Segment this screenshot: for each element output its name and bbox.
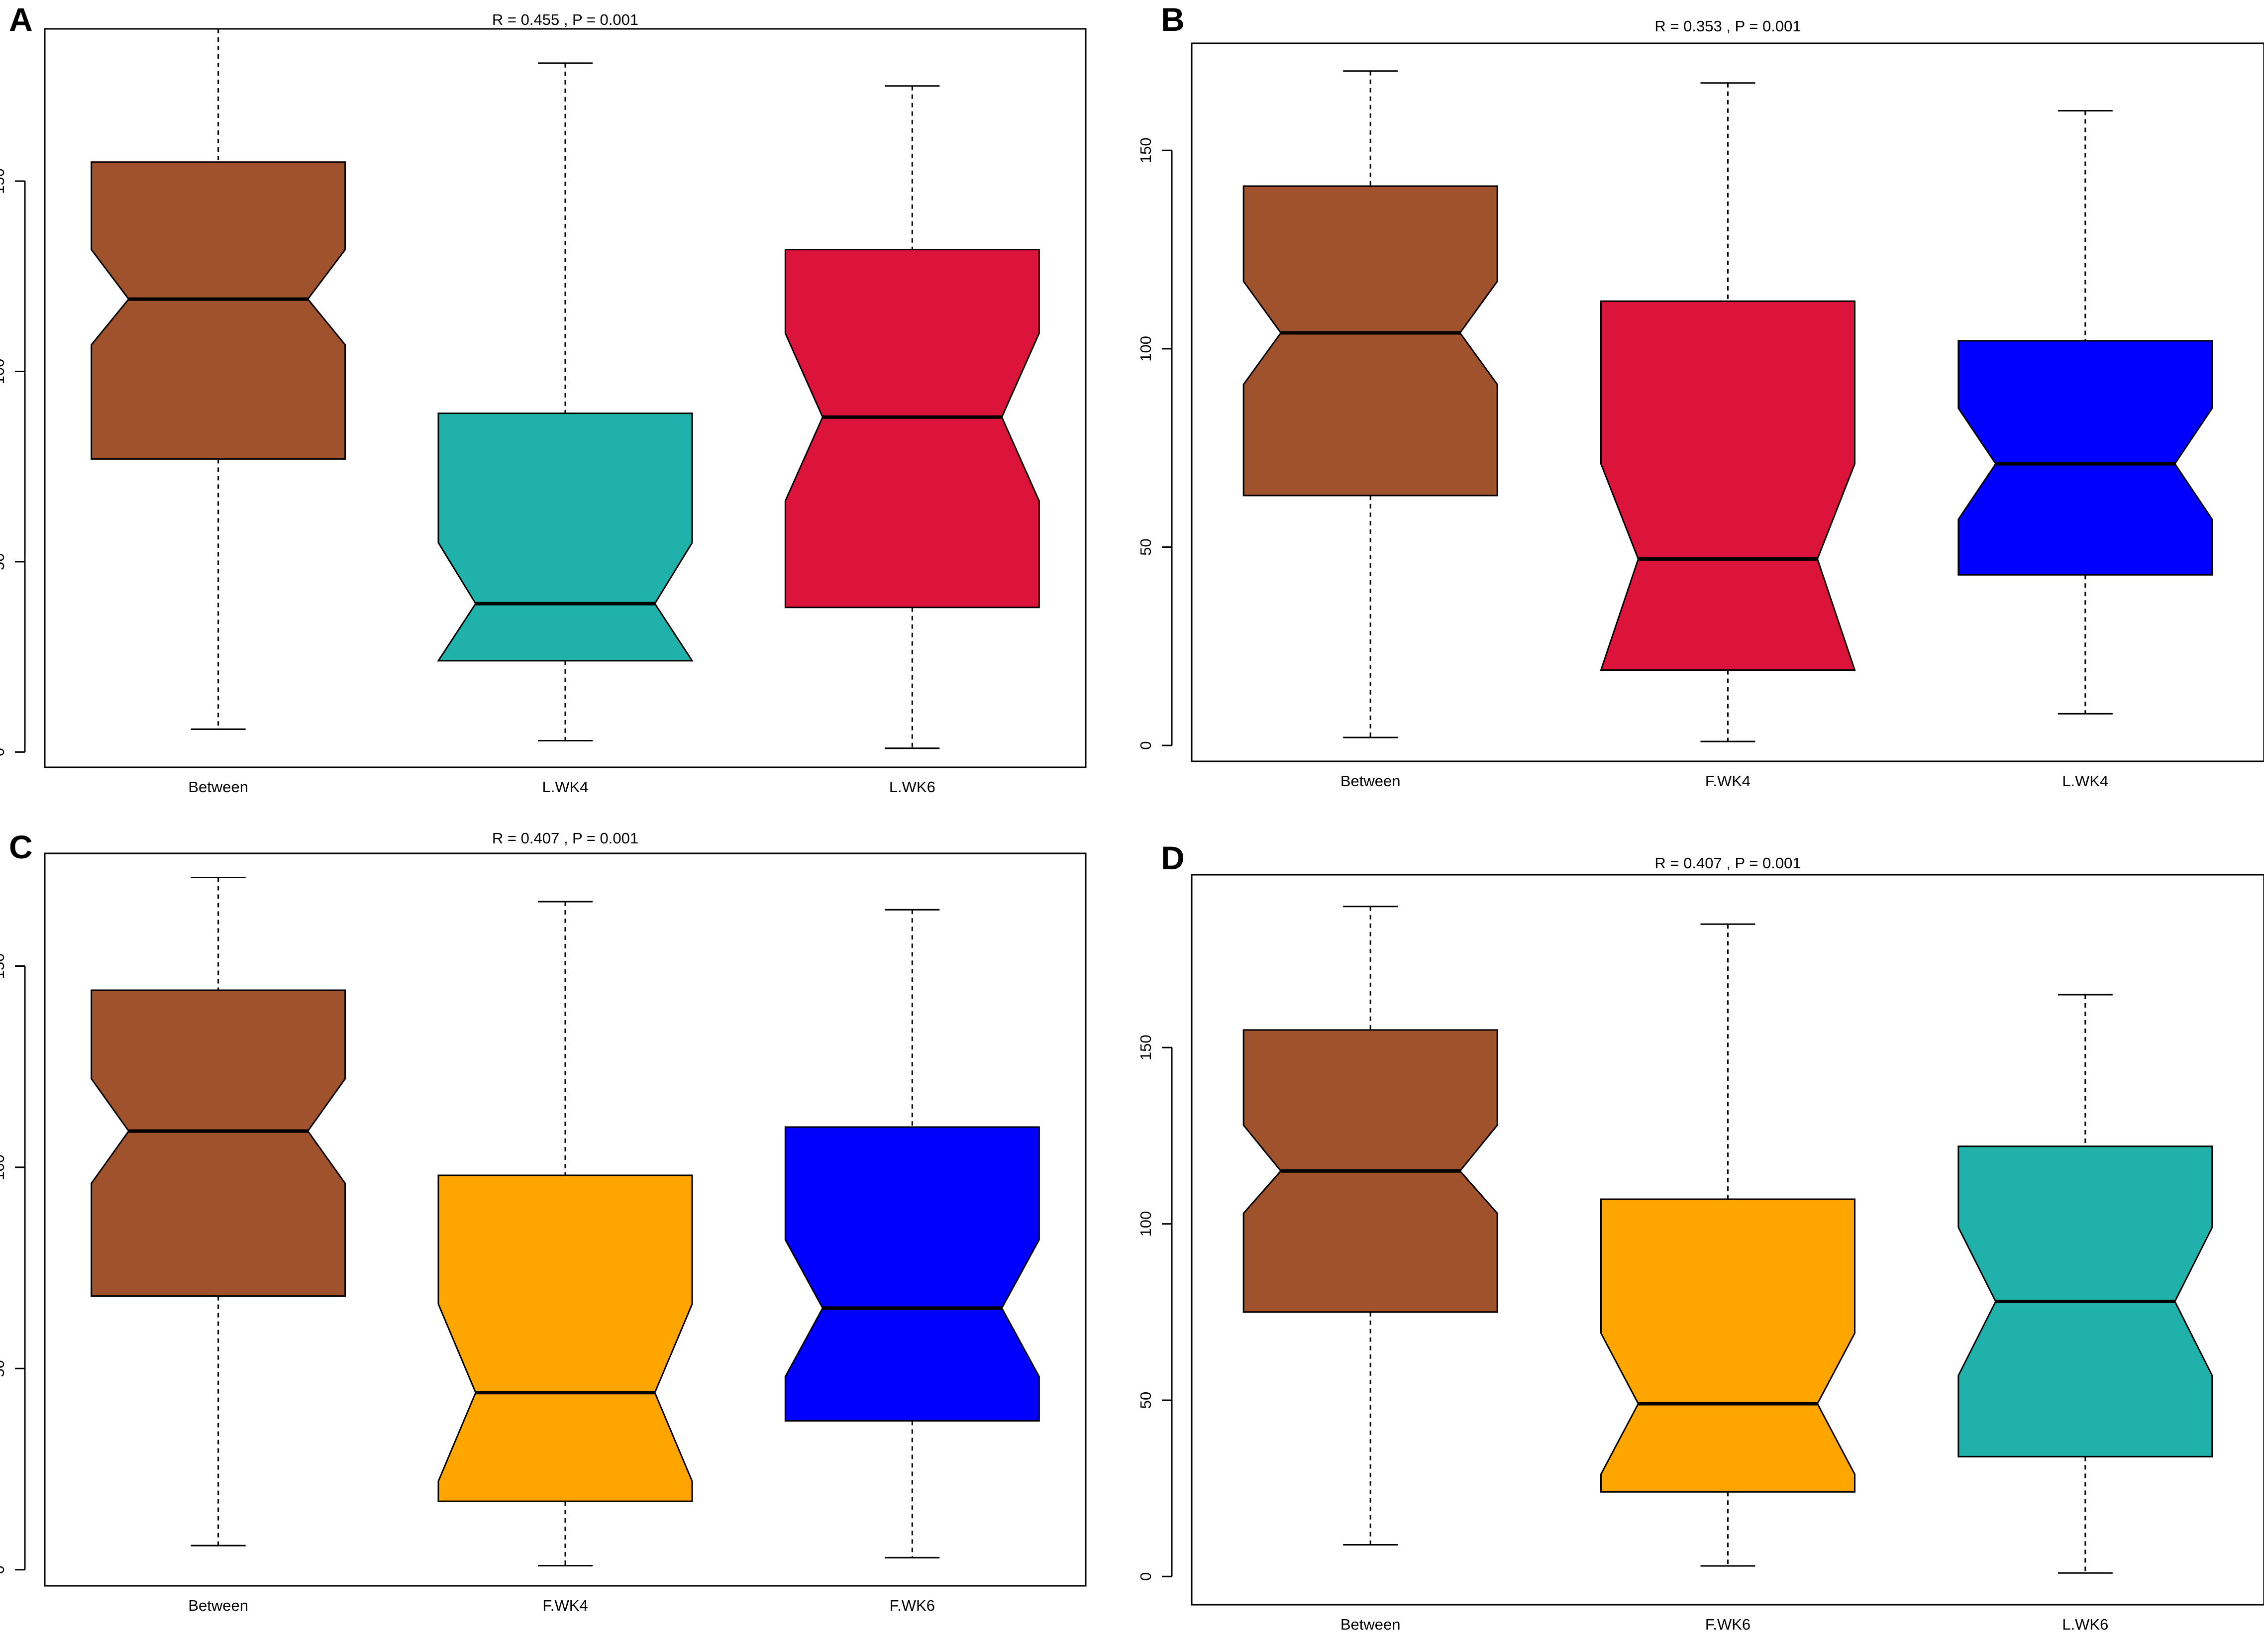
- plot-frame: [44, 28, 1087, 768]
- y-tick-label: 100: [1137, 1211, 1154, 1237]
- box-f-wk6: F.WK6: [784, 909, 1040, 1614]
- x-category-label: F.WK6: [890, 1597, 935, 1614]
- box-body: [437, 1174, 693, 1502]
- box-body: [1242, 185, 1498, 497]
- box-l-wk4: L.WK4: [1957, 110, 2213, 790]
- y-tick-label: 150: [1137, 1034, 1154, 1060]
- x-category-label: Between: [188, 1597, 248, 1614]
- box-f-wk6: F.WK6: [1600, 923, 1855, 1633]
- panel-label: B: [1161, 1, 1185, 38]
- x-category-label: F.WK4: [1705, 772, 1750, 790]
- y-tick-label: 100: [0, 359, 7, 385]
- y-tick-label: 0: [1137, 1572, 1154, 1581]
- box-f-wk4: F.WK4: [1600, 82, 1856, 790]
- x-category-label: Between: [1340, 1616, 1401, 1633]
- box-body: [1600, 1198, 1855, 1493]
- y-tick-label: 50: [0, 553, 7, 570]
- box-between: Between: [91, 877, 346, 1614]
- x-category-label: F.WK6: [1705, 1616, 1750, 1633]
- panel-label: C: [9, 828, 33, 865]
- y-tick-label: 100: [1137, 336, 1154, 362]
- y-tick-label: 50: [1137, 538, 1154, 555]
- plot-frame: [1191, 42, 2264, 762]
- panel-b: B R = 0.353 , P = 0.001 0 50 100 150 Between F.…: [1137, 1, 2264, 790]
- y-tick-label: 0: [1137, 741, 1154, 749]
- box-between: Between: [1242, 906, 1498, 1633]
- panel-a: A R = 0.455 , P = 0.001 0 50 100 150 Between L.…: [0, 1, 1087, 796]
- box-body: [1957, 340, 2213, 576]
- y-tick-label: 150: [0, 953, 7, 979]
- y-tick-label: 50: [1137, 1392, 1154, 1409]
- box-between: Between: [1242, 70, 1498, 790]
- panel-d: D R = 0.407 , P = 0.001 0 50 100 150 Between F.…: [1137, 839, 2264, 1633]
- x-category-label: F.WK4: [542, 1597, 588, 1614]
- x-category-label: Between: [188, 778, 248, 796]
- box-body: [437, 413, 694, 662]
- y-tick-label: 0: [0, 748, 7, 756]
- panel-c: C R = 0.407 , P = 0.001 0 50 100 150 Between F.…: [0, 828, 1087, 1614]
- x-category-label: L.WK4: [2062, 772, 2108, 790]
- y-tick-label: 150: [1137, 137, 1154, 163]
- y-tick-label: 0: [0, 1565, 7, 1574]
- y-tick-label: 100: [0, 1154, 7, 1180]
- box-body: [91, 989, 346, 1297]
- box-l-wk6: L.WK6: [1957, 994, 2213, 1633]
- stat-annotation: R = 0.455 , P = 0.001: [492, 11, 638, 28]
- box-body: [784, 1126, 1040, 1422]
- box-body: [91, 161, 346, 460]
- box-l-wk6: L.WK6: [784, 85, 1040, 796]
- stat-annotation: R = 0.407 , P = 0.001: [492, 829, 638, 847]
- box-l-wk4: L.WK4: [437, 62, 694, 796]
- box-body: [784, 249, 1040, 609]
- y-tick-label: 150: [0, 168, 7, 194]
- x-category-label: Between: [1340, 772, 1401, 790]
- x-category-label: L.WK6: [889, 778, 935, 796]
- box-f-wk4: F.WK4: [437, 901, 693, 1614]
- plot-frame: [1191, 874, 2264, 1606]
- panel-label: D: [1161, 839, 1185, 876]
- stat-annotation: R = 0.407 , P = 0.001: [1654, 854, 1801, 872]
- box-body: [1600, 300, 1856, 671]
- x-category-label: L.WK4: [542, 778, 588, 796]
- panel-label: A: [9, 1, 33, 38]
- stat-annotation: R = 0.353 , P = 0.001: [1654, 17, 1801, 35]
- plot-frame: [44, 852, 1087, 1587]
- box-between: Between: [91, 28, 346, 796]
- x-category-label: L.WK6: [2062, 1616, 2108, 1633]
- y-tick-label: 50: [0, 1360, 7, 1377]
